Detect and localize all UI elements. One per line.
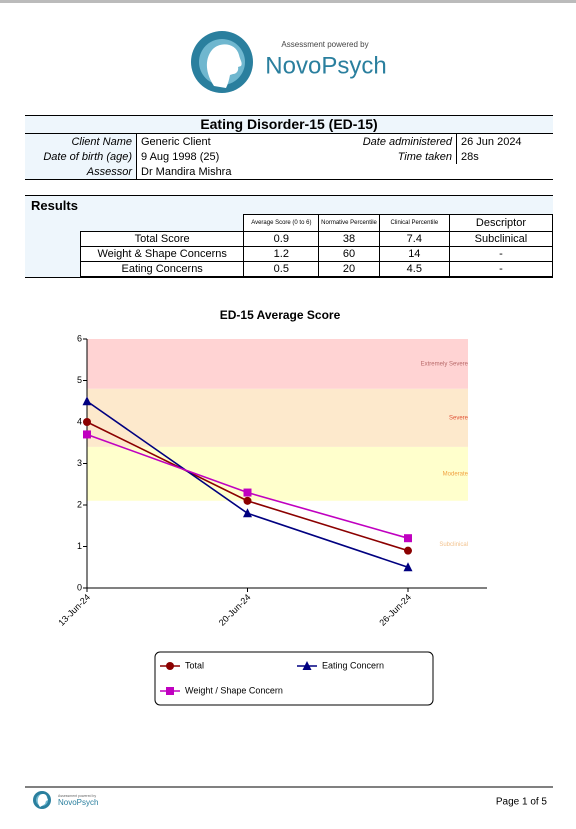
field-label: Client Name [25,134,137,149]
y-tick-label: 4 [77,416,82,426]
result-cell: 0.5 [243,261,320,277]
result-row: Total Score 0.9 38 7.4 Subclinical [79,231,554,247]
data-point [403,562,413,572]
powered-by: Assessment powered by [281,40,368,49]
column-header: Average Score (0 to 6) [243,214,320,232]
footer-powered-by: Assessment powered by [58,794,96,798]
y-tick-label: 6 [77,333,82,343]
result-cell: 7.4 [378,231,450,247]
column-header: Normative Percentile [318,214,380,232]
row-label: Weight & Shape Concerns [79,246,245,262]
results-title: Results [31,198,78,213]
band [87,500,468,588]
results-table: Average Score (0 to 6) Normative Percent… [79,214,554,277]
logo [191,31,253,93]
legend-marker [166,687,174,695]
x-tick-label: 26-Jun-24 [377,592,413,628]
empty-cell [341,164,457,179]
result-cell: - [448,246,554,262]
field-value: Dr Mandira Mishra [141,165,232,178]
x-tick-label: 20-Jun-24 [217,592,253,628]
result-cell: 1.2 [243,246,320,262]
column-header: Clinical Percentile [378,214,450,232]
page-number: Page 1 of 5 [496,797,548,808]
data-point [243,508,252,518]
info-table: Client Name Generic Client Date administ… [25,134,551,179]
legend-box [154,651,434,706]
brand: NovoPsych [265,52,386,79]
field-value: Generic Client [141,135,211,148]
legend-label: Eating Concern [322,660,384,670]
result-cell: 38 [318,231,380,247]
result-cell: - [448,261,554,277]
row-label: Total Score [79,231,245,247]
band-label: Moderate [443,471,469,477]
result-cell: 0.9 [243,231,320,247]
data-point [243,488,252,497]
band-label: Severe [449,415,469,421]
result-cell: 4.5 [378,261,450,277]
band-label: Extremely Severe [421,361,469,367]
legend-label: Total [185,660,204,670]
field-value: 28s [461,150,479,163]
empty-cell [81,215,244,232]
legend-marker [302,661,312,670]
data-point [243,496,252,505]
result-cell: 60 [318,246,380,262]
result-row: Eating Concerns 0.5 20 4.5- [79,261,554,277]
footer-brand: NovoPsych [58,798,98,807]
result-cell: Subclinical [448,231,554,247]
y-tick-label: 1 [77,541,82,551]
field-label: Date of birth (age) [25,149,137,164]
row-label: Eating Concerns [79,261,245,277]
x-tick-label: 13-Jun-24 [56,592,92,628]
data-point [83,418,91,426]
field-label: Date administered [341,134,457,149]
report-title: Eating Disorder-15 (ED-15) [25,116,553,134]
band [87,388,468,447]
column-header: Descriptor [448,214,554,232]
result-cell: 14 [378,246,450,262]
data-point [404,546,412,555]
field-value: 9 Aug 1998 (25) [141,150,220,163]
result-row: Weight & Shape Concerns 1.2 60 14- [79,246,554,262]
chart-title: ED-15 Average Score [220,308,341,322]
legend-label: Weight / Shape Concern [185,685,283,695]
results-section: Results Average Score (0 to 6) Normative… [25,195,554,278]
footer-logo [33,791,51,809]
field-value: 26 Jun 2024 [461,135,522,148]
band [87,446,468,501]
client-info: Eating Disorder-15 (ED-15) Client Name G… [25,115,553,180]
empty-cell [457,164,552,179]
result-cell: 20 [318,261,380,277]
field-label: Assessor [25,164,137,179]
legend-marker [166,662,174,670]
y-tick-label: 0 [77,582,82,592]
data-point [83,430,91,439]
y-tick-label: 2 [77,499,82,509]
field-label: Time taken [341,149,457,164]
data-point [404,534,412,543]
y-tick-label: 3 [77,458,82,468]
y-tick-label: 5 [77,375,82,385]
band [87,339,468,389]
data-point [82,396,92,406]
band-label: Subclinical [439,542,468,548]
